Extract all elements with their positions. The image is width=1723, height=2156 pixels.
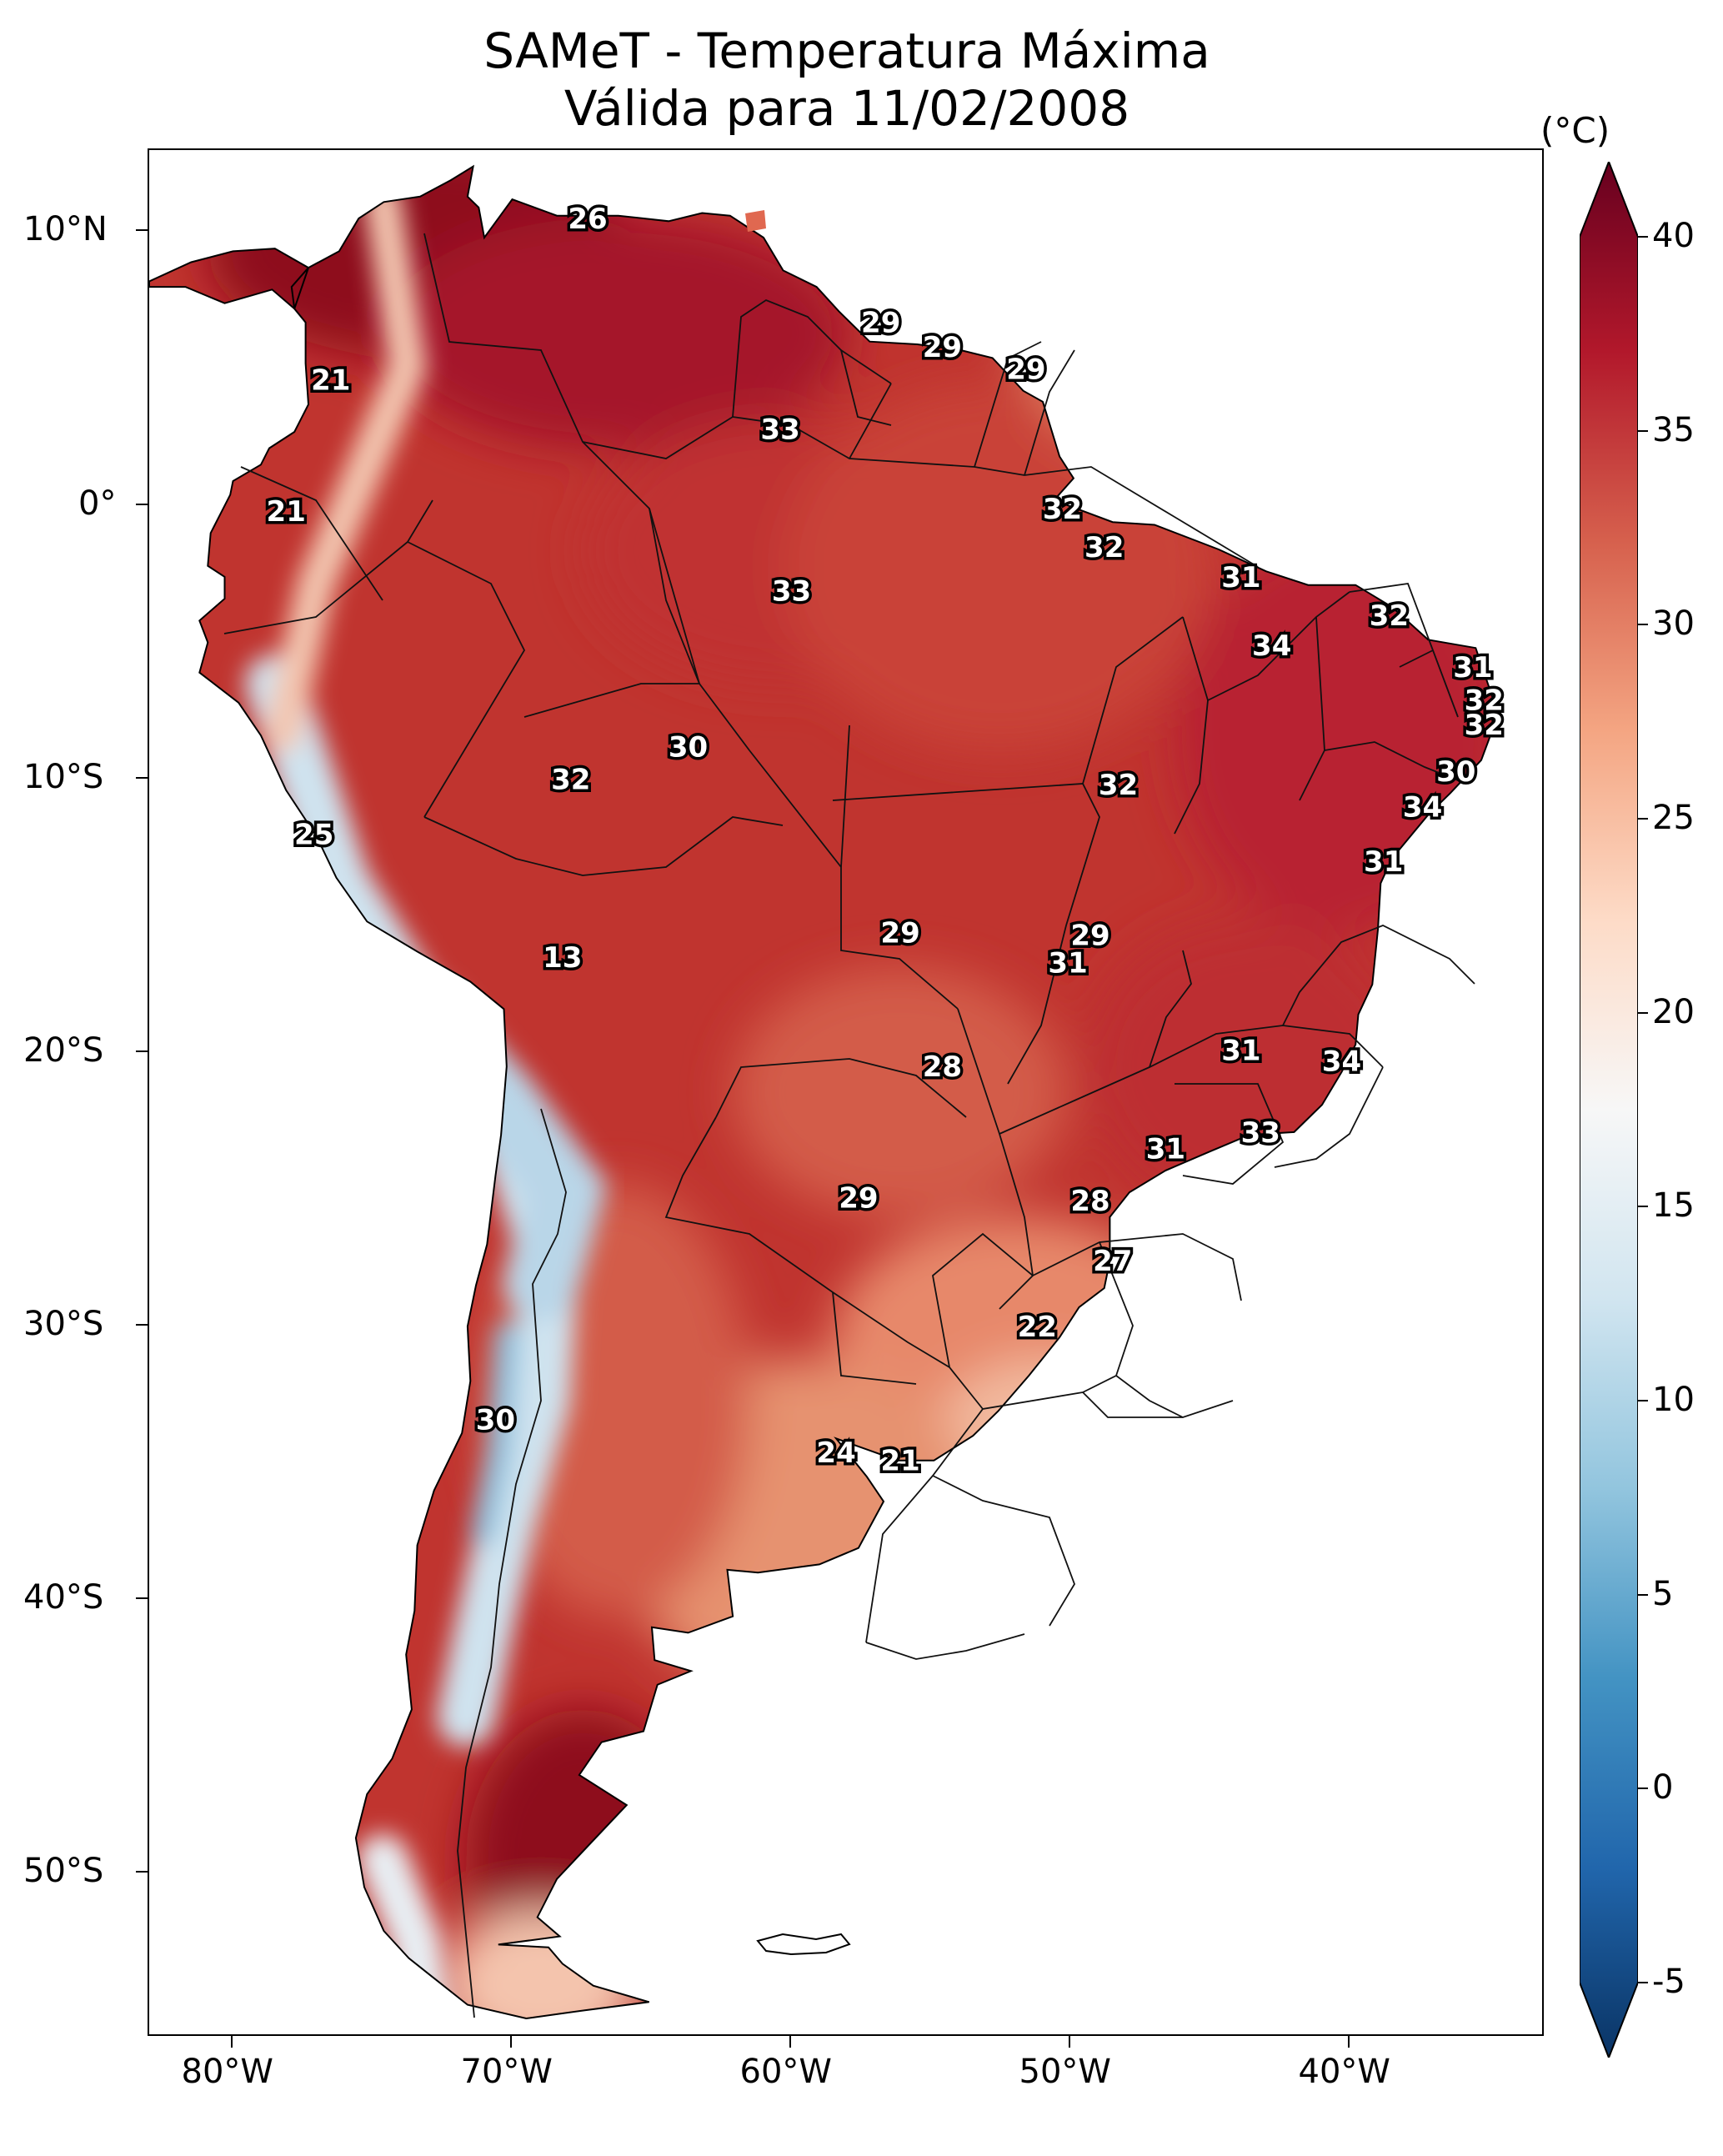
- longitude-tick-label: 70°W: [460, 2053, 553, 2091]
- falkland-islands: [756, 1933, 851, 1956]
- colorbar-tick-label: 15: [1652, 1186, 1695, 1226]
- station-value-label: 30: [1436, 755, 1475, 789]
- colorbar-tick-label: 35: [1652, 410, 1695, 449]
- station-value-label: 31: [1453, 651, 1492, 684]
- station-value-label: 21: [880, 1445, 919, 1478]
- latitude-tick-mark: [136, 503, 148, 505]
- station-value-label: 32: [1370, 599, 1409, 633]
- station-value-label: 13: [543, 941, 582, 975]
- colorbar: [1580, 162, 1638, 2058]
- latitude-tick-mark: [136, 776, 148, 779]
- station-value-label: 29: [880, 916, 919, 950]
- colorbar-tick-mark: [1638, 1982, 1648, 1983]
- latitude-tick-mark: [136, 229, 148, 232]
- station-value-label: 31: [1221, 1035, 1260, 1068]
- station-value-label: 29: [923, 331, 962, 364]
- colorbar-tick-label: 25: [1652, 799, 1695, 837]
- station-value-label: 31: [1221, 561, 1260, 594]
- colorbar-tick-label: 5: [1652, 1574, 1674, 1613]
- station-value-label: 34: [1252, 629, 1291, 663]
- station-value-label: 33: [772, 574, 811, 608]
- colorbar-tick-mark: [1638, 1011, 1648, 1014]
- latitude-tick-label: 40°S: [23, 1578, 104, 1617]
- colorbar-tick-label: 30: [1652, 604, 1695, 644]
- station-value-label: 34: [1403, 791, 1442, 825]
- colorbar-tick-mark: [1638, 236, 1648, 238]
- station-value-label: 32: [1465, 684, 1504, 718]
- colorbar-tick-mark: [1638, 1787, 1648, 1790]
- station-value-label: 29: [839, 1182, 878, 1216]
- longitude-tick-mark: [1068, 2036, 1070, 2048]
- longitude-tick-label: 40°W: [1298, 2053, 1390, 2091]
- colorbar-tick-label: -5: [1652, 1963, 1685, 2001]
- colorbar-unit: (°C): [1540, 110, 1610, 151]
- station-value-label: 33: [760, 414, 799, 447]
- station-value-label: 31: [1364, 845, 1403, 879]
- station-value-label: 21: [267, 495, 306, 529]
- colorbar-tick-label: 40: [1652, 217, 1695, 255]
- latitude-tick-label: 50°S: [23, 1852, 104, 1891]
- station-value-label: 30: [669, 730, 708, 764]
- map-panel: 26 29 29 29 21 33 21 32 32 31 33 32 34 31 32 32 30 30 32 32…: [148, 148, 1544, 2036]
- colorbar-tick-label: 10: [1652, 1381, 1695, 1419]
- station-value-label: 32: [1465, 709, 1504, 742]
- station-value-label: 32: [1099, 769, 1138, 802]
- latitude-tick-label: 10°N: [23, 210, 108, 249]
- colorbar-tick-mark: [1638, 624, 1648, 626]
- station-value-label: 32: [1043, 493, 1082, 526]
- station-value-label: 28: [1070, 1185, 1109, 1218]
- colorbar-tick-mark: [1638, 429, 1648, 432]
- colorbar-tick-mark: [1638, 1206, 1648, 1208]
- country-borders: [223, 233, 1475, 2018]
- trinidad-island: [745, 210, 766, 232]
- station-value-label: 27: [1093, 1245, 1132, 1278]
- station-value-label: 28: [923, 1050, 962, 1084]
- longitude-tick-mark: [509, 2036, 512, 2048]
- latitude-tick-mark: [136, 1871, 148, 1873]
- map-title-line2: Válida para 11/02/2008: [563, 80, 1130, 137]
- station-value-label: 21: [311, 364, 350, 398]
- station-value-label: 31: [1146, 1133, 1185, 1166]
- colorbar-tick-label: 20: [1652, 992, 1695, 1031]
- latitude-tick-label: 0°: [78, 484, 117, 523]
- station-value-label: 22: [1018, 1311, 1057, 1344]
- station-value-label: 29: [1070, 920, 1109, 953]
- station-value-label: 25: [294, 818, 333, 851]
- station-value-label: 32: [1084, 531, 1124, 564]
- colorbar-tick-mark: [1638, 818, 1648, 820]
- station-value-label: 29: [1006, 353, 1045, 387]
- station-value-label: 32: [551, 764, 590, 797]
- station-value-label: 30: [476, 1404, 515, 1437]
- colorbar-tick-mark: [1638, 1593, 1648, 1596]
- latitude-tick-label: 20°S: [23, 1030, 104, 1070]
- station-value-label: 33: [1241, 1116, 1280, 1150]
- latitude-tick-label: 10°S: [23, 757, 104, 796]
- longitude-tick-mark: [789, 2036, 791, 2048]
- longitude-tick-mark: [1347, 2036, 1350, 2048]
- south-america-landmass: [149, 164, 1494, 2020]
- latitude-tick-mark: [136, 1323, 148, 1326]
- longitude-tick-label: 50°W: [1019, 2053, 1111, 2091]
- latitude-tick-mark: [136, 1050, 148, 1052]
- latitude-tick-label: 30°S: [23, 1304, 104, 1343]
- latitude-tick-mark: [136, 1597, 148, 1599]
- longitude-tick-mark: [230, 2036, 233, 2048]
- map-title-line1: SAMeT - Temperatura Máxima: [483, 23, 1210, 79]
- station-value-label: 24: [816, 1436, 855, 1470]
- longitude-tick-label: 80°W: [181, 2053, 273, 2091]
- colorbar-tick-label: 0: [1652, 1768, 1674, 1808]
- station-value-label: 29: [861, 307, 900, 340]
- station-value-label: 26: [568, 203, 607, 236]
- station-value-label: 34: [1322, 1045, 1361, 1079]
- longitude-tick-label: 60°W: [739, 2053, 832, 2091]
- station-value-label: 31: [1048, 947, 1087, 980]
- colorbar-tick-mark: [1638, 1400, 1648, 1401]
